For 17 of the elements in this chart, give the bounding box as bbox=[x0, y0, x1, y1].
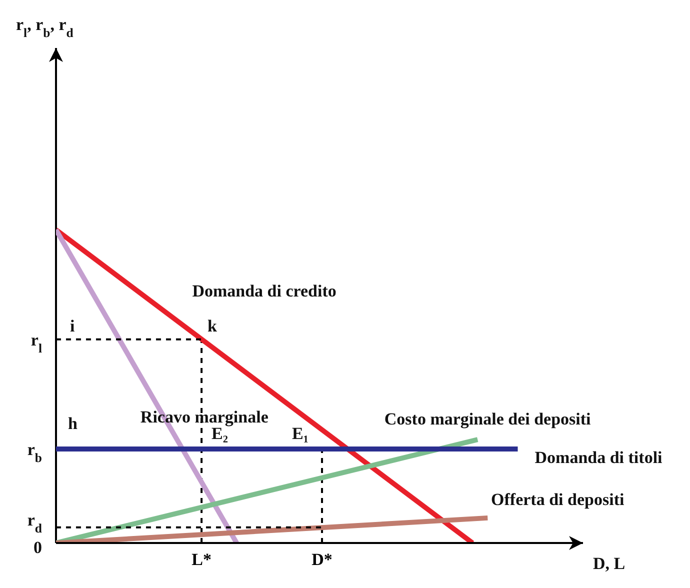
annotation: h bbox=[68, 414, 78, 434]
series-label: Ricavo marginale bbox=[140, 408, 269, 427]
text: 0 bbox=[34, 538, 42, 557]
x-tick-label: L* bbox=[192, 550, 212, 569]
annotation: k bbox=[208, 316, 218, 336]
text: r$_{l}$, r$_{b}$, r$_{d}$ bbox=[16, 15, 74, 40]
text: r$_{d}$ bbox=[27, 510, 42, 536]
series-label: Domanda di credito bbox=[192, 281, 336, 300]
series-label: Offerta di depositi bbox=[491, 490, 624, 509]
x-axis-title: D, L bbox=[593, 554, 626, 573]
series-label: Costo marginale dei depositi bbox=[384, 410, 592, 429]
annotation: i bbox=[70, 316, 75, 336]
text: r$_{b}$ bbox=[27, 440, 42, 466]
series-label: Domanda di titoli bbox=[534, 448, 663, 468]
text: r$_{l}$ bbox=[30, 330, 42, 356]
annotation: E₁ bbox=[292, 424, 308, 444]
x-tick-label: D* bbox=[312, 550, 332, 569]
